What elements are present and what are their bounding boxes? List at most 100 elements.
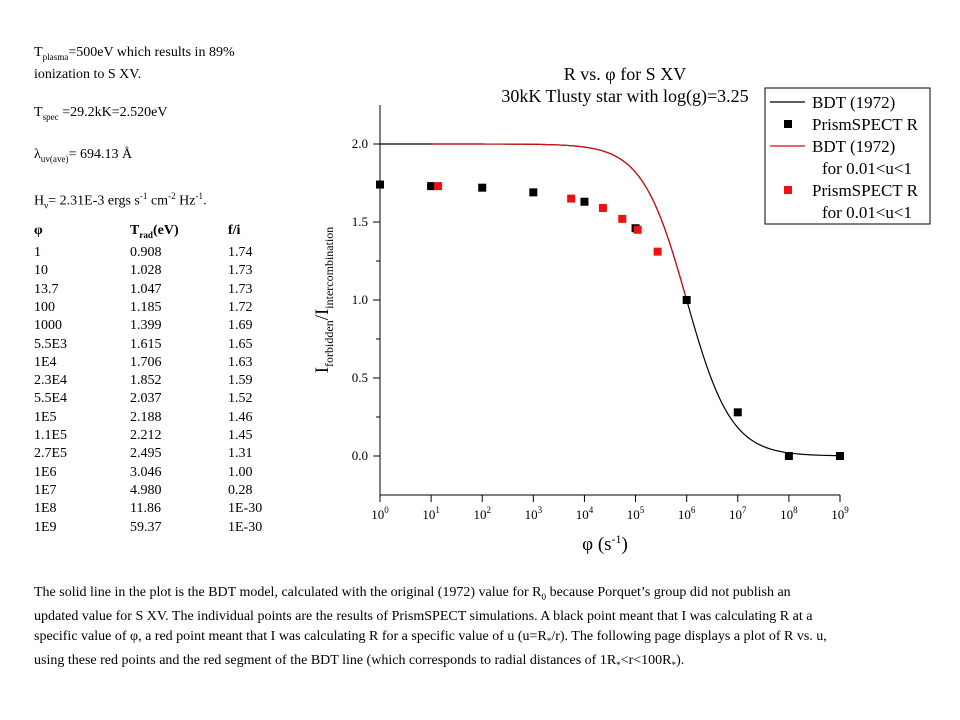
bdt-model-red-segment	[431, 143, 688, 301]
data-point-black	[682, 296, 691, 304]
cell-phi: 1E6	[34, 464, 57, 480]
table-row: 2.7E5 2.495 1.31	[34, 445, 288, 463]
cell-fi: 1.73	[228, 281, 253, 297]
legend-label: BDT (1972)	[812, 93, 895, 112]
h-nu-line: Hν= 2.31E-3 ergs s-1 cm-2 Hz-1.	[34, 191, 207, 211]
cell-trad: 1.615	[130, 336, 162, 352]
cell-trad: 2.212	[130, 428, 162, 444]
cell-fi: 1.45	[228, 428, 253, 444]
caption-line-1: The solid line in the plot is the BDT mo…	[34, 585, 791, 602]
t-plasma-line: Tplasma=500eV which results in 89%	[34, 45, 235, 62]
chart-title: R vs. φ for S XV	[564, 64, 686, 84]
y-axis-label: Iforbidden/Iintercombination	[312, 227, 336, 374]
data-point-black	[529, 188, 538, 197]
x-tick-label: 101	[422, 505, 440, 522]
legend-label: PrismSPECT R	[812, 181, 919, 200]
table-row: 1000 1.399 1.69	[34, 317, 288, 335]
chart-subtitle: 30kK Tlusty star with log(g)=3.25	[501, 86, 748, 107]
cell-trad: 2.188	[130, 409, 162, 425]
x-tick-label: 109	[831, 505, 849, 522]
table-row: 1E5 2.188 1.46	[34, 409, 288, 427]
cell-phi: 2.3E4	[34, 373, 68, 389]
cell-fi: 1.74	[228, 245, 253, 261]
data-point-black	[478, 183, 487, 192]
legend-label-line-2: for 0.01<u<1	[822, 203, 912, 222]
y-tick-label: 2.0	[352, 136, 368, 151]
cell-phi: 5.5E4	[34, 391, 68, 407]
t-spec-line: Tspec =29.2kK=2.520eV	[34, 104, 168, 122]
x-axis-label: φ (s-1)	[582, 532, 628, 555]
legend-marker-swatch	[784, 120, 792, 128]
y-tick-label: 0.5	[352, 370, 368, 385]
table-row: 1E8 11.86 1E-30	[34, 500, 288, 518]
cell-fi: 1.65	[228, 336, 253, 352]
data-point-red	[618, 214, 627, 223]
cell-trad: 11.86	[130, 501, 161, 517]
data-point-red	[434, 182, 443, 191]
table-row: 1E7 4.980 0.28	[34, 482, 288, 500]
data-point-black	[580, 197, 589, 206]
table-header: φ Trad(eV) f/i	[34, 222, 288, 244]
table-row: 1 0.908 1.74	[34, 244, 288, 262]
cell-phi: 1E4	[34, 354, 57, 370]
x-tick-label: 107	[729, 505, 747, 522]
cell-phi: 5.5E3	[34, 336, 68, 352]
data-point-red	[653, 247, 662, 256]
y-tick-label: 1.0	[352, 292, 368, 307]
table-row: 100 1.185 1.72	[34, 299, 288, 317]
x-tick-label: 105	[627, 505, 645, 522]
caption-line-3: specific value of φ, a red point meant t…	[34, 628, 827, 646]
cell-trad: 1.852	[130, 373, 162, 389]
cell-fi: 1.59	[228, 373, 253, 389]
table-row: 5.5E3 1.615 1.65	[34, 336, 288, 354]
cell-fi: 1.73	[228, 263, 253, 279]
data-point-black	[376, 180, 384, 189]
cell-trad: 1.185	[130, 299, 162, 315]
cell-phi: 100	[34, 299, 55, 315]
cell-trad: 0.908	[130, 245, 162, 261]
data-point-black	[427, 182, 436, 191]
header-trad: Trad(eV)	[130, 223, 179, 240]
cell-trad: 1.706	[130, 354, 162, 370]
t-plasma-line-2: ionization to S XV.	[34, 66, 142, 82]
legend-marker-swatch	[784, 186, 792, 194]
cell-phi: 13.7	[34, 281, 59, 297]
x-tick-label: 100	[371, 505, 389, 522]
parameter-block: Tplasma=500eV which results in 89% ioniz…	[34, 44, 235, 215]
cell-trad: 2.495	[130, 446, 162, 462]
legend-label: PrismSPECT R	[812, 115, 919, 134]
caption-line-4: using these red points and the red segme…	[34, 653, 685, 670]
y-tick-label: 1.5	[352, 214, 368, 229]
cell-fi: 1.63	[228, 354, 253, 370]
legend-label-line-2: for 0.01<u<1	[822, 159, 912, 178]
x-tick-label: 103	[525, 505, 543, 522]
data-point-red	[633, 225, 642, 234]
table-row: 10 1.028 1.73	[34, 262, 288, 280]
legend-box	[764, 87, 931, 225]
cell-phi: 1E9	[34, 519, 57, 535]
legend: BDT (1972) PrismSPECT R BDT (1972) for 0.01…	[764, 87, 931, 225]
cell-phi: 1	[34, 245, 41, 261]
table-row: 2.3E4 1.852 1.59	[34, 372, 288, 390]
cell-fi: 1.00	[228, 464, 253, 480]
data-point-black	[733, 408, 742, 417]
x-tick-label: 102	[473, 505, 491, 522]
cell-fi: 1E-30	[228, 501, 263, 517]
table-row: 13.7 1.047 1.73	[34, 281, 288, 299]
lambda-line: λuv(ave)= 694.13 Å	[34, 146, 133, 164]
data-point-black	[836, 452, 844, 460]
data-point-red	[567, 194, 576, 203]
x-tick-label: 106	[678, 505, 696, 522]
cell-phi: 1.1E5	[34, 428, 68, 444]
cell-phi: 1E8	[34, 501, 57, 517]
cell-fi: 1.69	[228, 318, 253, 334]
cell-phi: 1E5	[34, 409, 57, 425]
cell-trad: 1.028	[130, 263, 162, 279]
cell-phi: 1E7	[34, 482, 57, 498]
caption-line-2: updated value for S XV. The individual p…	[34, 609, 813, 625]
cell-trad: 59.37	[130, 519, 162, 535]
cell-fi: 1.31	[228, 446, 253, 462]
cell-phi: 2.7E5	[34, 446, 68, 462]
y-tick-label: 0.0	[352, 448, 368, 463]
